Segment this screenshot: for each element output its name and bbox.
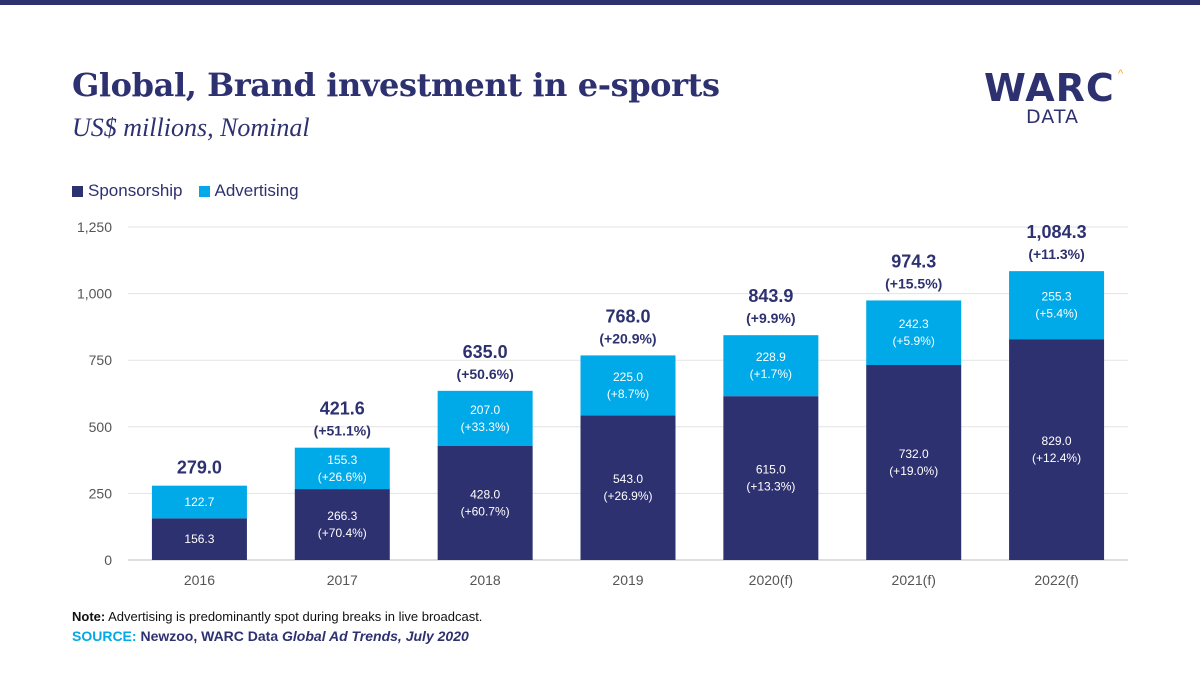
x-tick-label: 2018 [470, 572, 501, 588]
logo-caret-icon: ^ [1118, 68, 1124, 80]
logo-subtext: DATA [1026, 106, 1079, 128]
source-publication: Global Ad Trends, July 2020 [282, 628, 469, 644]
legend-item-sponsorship: Sponsorship [72, 181, 183, 201]
chart-subtitle: US$ millions, Nominal [72, 113, 310, 142]
data-label-advertising: (+33.3%) [461, 420, 510, 434]
data-label-advertising: 207.0 [470, 403, 500, 417]
chart-title: Global, Brand investment in e-sports [72, 66, 720, 104]
bar-advertising [151, 485, 247, 519]
x-tick-label: 2017 [327, 572, 358, 588]
data-label-advertising: (+26.6%) [318, 470, 367, 484]
bar-advertising [866, 300, 962, 365]
total-change-label: (+9.9%) [746, 310, 795, 326]
total-change-label: (+11.3%) [1028, 246, 1084, 262]
bar-sponsorship [580, 415, 676, 560]
total-change-label: (+51.1%) [314, 423, 371, 439]
data-label-sponsorship: (+12.4%) [1032, 451, 1081, 465]
note-label: Note: [72, 609, 106, 624]
data-label-advertising: 242.3 [899, 317, 929, 331]
total-change-label: (+20.9%) [599, 330, 656, 346]
total-value-label: 279.0 [177, 458, 222, 478]
bar-advertising [723, 335, 819, 397]
data-label-sponsorship: (+26.9%) [603, 489, 652, 503]
data-label-sponsorship: 266.3 [327, 509, 357, 523]
legend-swatch-sponsorship [72, 185, 83, 197]
data-label-advertising: (+1.7%) [750, 367, 792, 381]
total-value-label: 768.0 [605, 306, 650, 326]
x-tick-label: 2020(f) [749, 572, 793, 588]
warc-data-logo: WARC ^ DATA [984, 66, 1134, 130]
bar-sponsorship [294, 489, 390, 560]
data-label-sponsorship: 615.0 [756, 463, 786, 477]
source-text: Newzoo, WARC Data [136, 628, 283, 644]
bar-advertising [437, 390, 533, 446]
chart-legend: Sponsorship Advertising [72, 181, 315, 201]
y-tick-label: 1,000 [77, 286, 112, 302]
x-tick-label: 2022(f) [1034, 572, 1078, 588]
data-label-sponsorship: 829.0 [1042, 434, 1072, 448]
x-tick-label: 2021(f) [892, 572, 936, 588]
data-label-advertising: 255.3 [1042, 290, 1072, 304]
data-label-advertising: (+8.7%) [607, 387, 649, 401]
data-label-sponsorship: (+19.0%) [889, 464, 938, 478]
data-label-advertising: (+5.9%) [893, 334, 935, 348]
x-tick-label: 2019 [612, 572, 643, 588]
legend-swatch-advertising [198, 185, 210, 197]
top-accent-bar [0, 0, 1200, 5]
data-label-sponsorship: (+70.4%) [318, 526, 367, 540]
data-label-sponsorship: (+13.3%) [746, 480, 795, 494]
source-label: SOURCE: [72, 628, 137, 644]
note-text: Advertising is predominantly spot during… [105, 609, 483, 624]
data-label-sponsorship: 156.3 [184, 532, 214, 546]
legend-label-advertising: Advertising [214, 181, 299, 200]
data-label-sponsorship: (+60.7%) [461, 504, 510, 518]
footer-note: Note: Advertising is predominantly spot … [72, 609, 482, 624]
bar-sponsorship [866, 364, 962, 560]
y-tick-label: 750 [89, 352, 113, 368]
bar-sponsorship [723, 396, 819, 560]
x-tick-label: 2016 [184, 572, 215, 588]
bar-advertising [1009, 271, 1105, 340]
total-value-label: 974.3 [891, 251, 936, 271]
legend-item-advertising: Advertising [198, 181, 299, 201]
data-label-sponsorship: 732.0 [899, 447, 929, 461]
data-label-sponsorship: 543.0 [613, 472, 643, 486]
y-tick-label: 0 [104, 552, 112, 568]
bar-advertising [580, 355, 676, 416]
legend-label-sponsorship: Sponsorship [88, 181, 183, 200]
y-tick-label: 1,250 [77, 219, 112, 235]
total-value-label: 635.0 [463, 342, 508, 362]
data-label-advertising: 225.0 [613, 370, 643, 384]
data-label-advertising: 228.9 [756, 350, 786, 364]
footer-source: SOURCE: Newzoo, WARC Data Global Ad Tren… [72, 628, 469, 644]
total-value-label: 843.9 [748, 286, 793, 306]
bar-advertising [294, 447, 390, 490]
data-label-advertising: 155.3 [327, 453, 357, 467]
data-label-advertising: 122.7 [184, 495, 214, 509]
total-change-label: (+50.6%) [457, 366, 514, 382]
total-change-label: (+15.5%) [885, 275, 942, 291]
logo-wordmark: WARC [984, 66, 1115, 110]
total-value-label: 1,084.3 [1027, 222, 1087, 242]
data-label-sponsorship: 428.0 [470, 487, 500, 501]
bar-sponsorship [1009, 339, 1105, 560]
total-value-label: 421.6 [320, 399, 365, 419]
y-tick-label: 250 [89, 485, 113, 501]
data-label-advertising: (+5.4%) [1035, 307, 1077, 321]
bar-sponsorship [151, 518, 247, 560]
bar-sponsorship [437, 445, 533, 560]
y-tick-label: 500 [89, 419, 113, 435]
